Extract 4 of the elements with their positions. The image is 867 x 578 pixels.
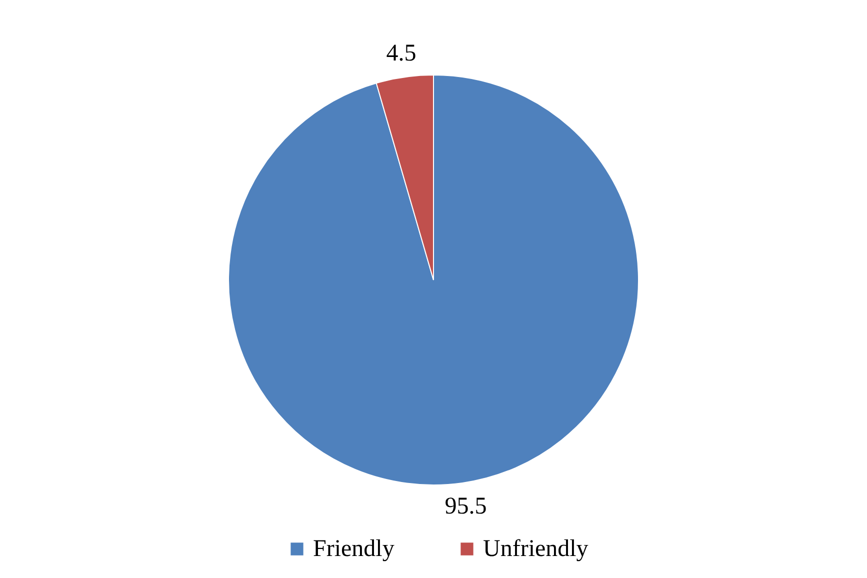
data-label: 4.5	[386, 40, 416, 66]
legend-label: Friendly	[313, 536, 394, 562]
data-label: 95.5	[444, 494, 487, 520]
legend-label: Unfriendly	[483, 536, 588, 562]
